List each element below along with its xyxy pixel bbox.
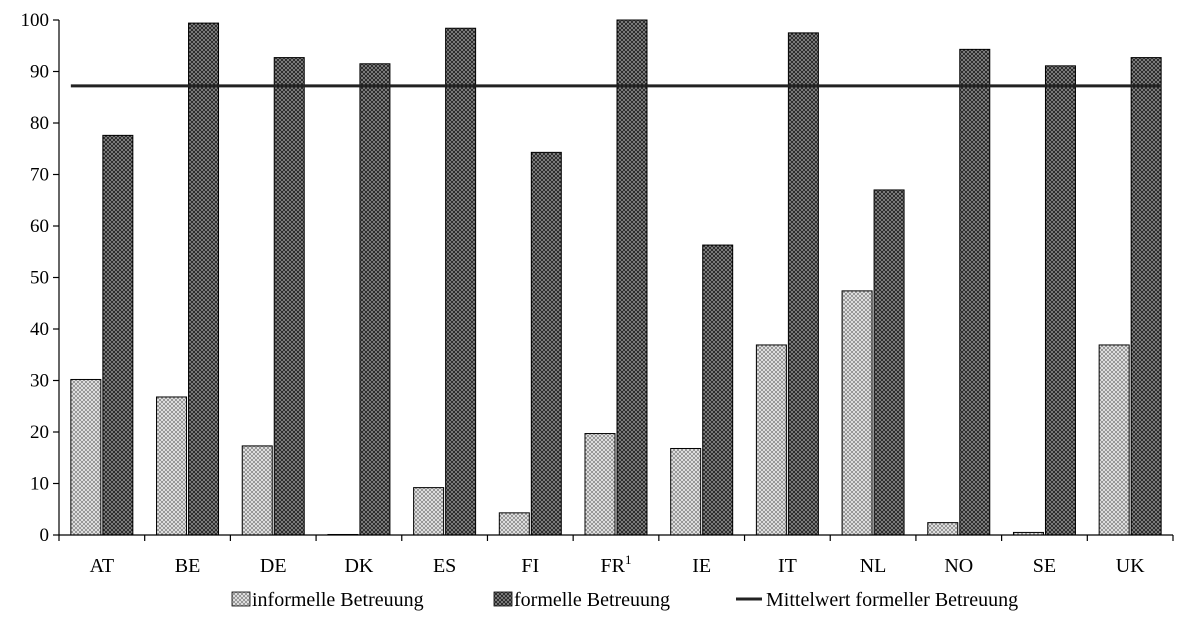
x-tick-label: SE: [1033, 555, 1056, 577]
bar-informal: [156, 396, 188, 536]
y-tick-label: 70: [30, 165, 49, 186]
y-tick-label: 20: [30, 422, 49, 443]
x-axis: AT BE DE DK ES FI FR1 IE IT NL NO SE UK: [58, 534, 1174, 577]
y-tick-label: 30: [30, 371, 49, 392]
x-tick-label: BE: [175, 555, 201, 577]
bar-formal: [702, 244, 734, 536]
x-tick-label: NL: [860, 555, 887, 577]
x-tick-superscript: 1: [625, 552, 632, 567]
legend-label-informal: informelle Betreuung: [252, 589, 424, 611]
y-tick-label: 40: [30, 319, 49, 340]
x-tick-label: UK: [1116, 555, 1145, 577]
legend-swatch-informal: [231, 591, 251, 607]
bars: [70, 19, 1162, 536]
x-tick-label: IE: [692, 555, 711, 577]
y-tick-label: 60: [30, 216, 49, 237]
y-axis: 0 10 20 30 40 50 60 70 80 90 100: [21, 10, 60, 546]
bar-formal: [787, 32, 819, 536]
y-tick-label: 90: [30, 62, 49, 83]
y-tick-label: 10: [30, 474, 49, 495]
legend-label-formal: formelle Betreuung: [514, 589, 670, 611]
y-tick-label: 50: [30, 268, 49, 289]
x-tick-label: AT: [90, 555, 114, 577]
bar-formal: [1130, 57, 1162, 536]
x-tick-label: IT: [778, 555, 797, 577]
y-tick-label: 80: [30, 113, 49, 134]
bar-formal: [959, 48, 991, 536]
bar-formal: [445, 27, 477, 536]
bar-formal: [273, 57, 305, 536]
bar-formal: [873, 189, 905, 536]
y-tick-label: 0: [40, 525, 50, 546]
bar-informal: [927, 522, 959, 536]
bar-formal: [616, 19, 648, 536]
x-tick-label: DK: [344, 555, 373, 577]
bar-informal: [498, 512, 530, 536]
legend-label-mean: Mittelwert formeller Betreuung: [766, 589, 1018, 611]
x-tick-label: ES: [433, 555, 456, 577]
bar-formal: [188, 22, 220, 536]
bar-informal: [584, 433, 616, 536]
bar-informal: [413, 487, 445, 536]
bar-formal: [1044, 65, 1076, 536]
bar-informal: [841, 290, 873, 536]
legend: informelle Betreuung formelle Betreuung Mi…: [231, 589, 1018, 611]
x-tick-label: NO: [944, 555, 973, 577]
legend-swatch-formal: [493, 591, 513, 607]
bar-formal: [102, 134, 134, 536]
bar-informal: [755, 344, 787, 536]
x-tick-label: DE: [260, 555, 287, 577]
x-tick-label: FR1: [601, 552, 632, 577]
bar-informal: [670, 447, 702, 536]
bar-formal: [530, 151, 562, 536]
x-tick-label: FI: [521, 555, 539, 577]
bar-informal: [70, 378, 102, 536]
bar-informal: [241, 445, 273, 536]
y-tick-label: 100: [21, 10, 50, 31]
bar-informal: [1098, 344, 1130, 536]
bar-formal: [359, 63, 391, 536]
